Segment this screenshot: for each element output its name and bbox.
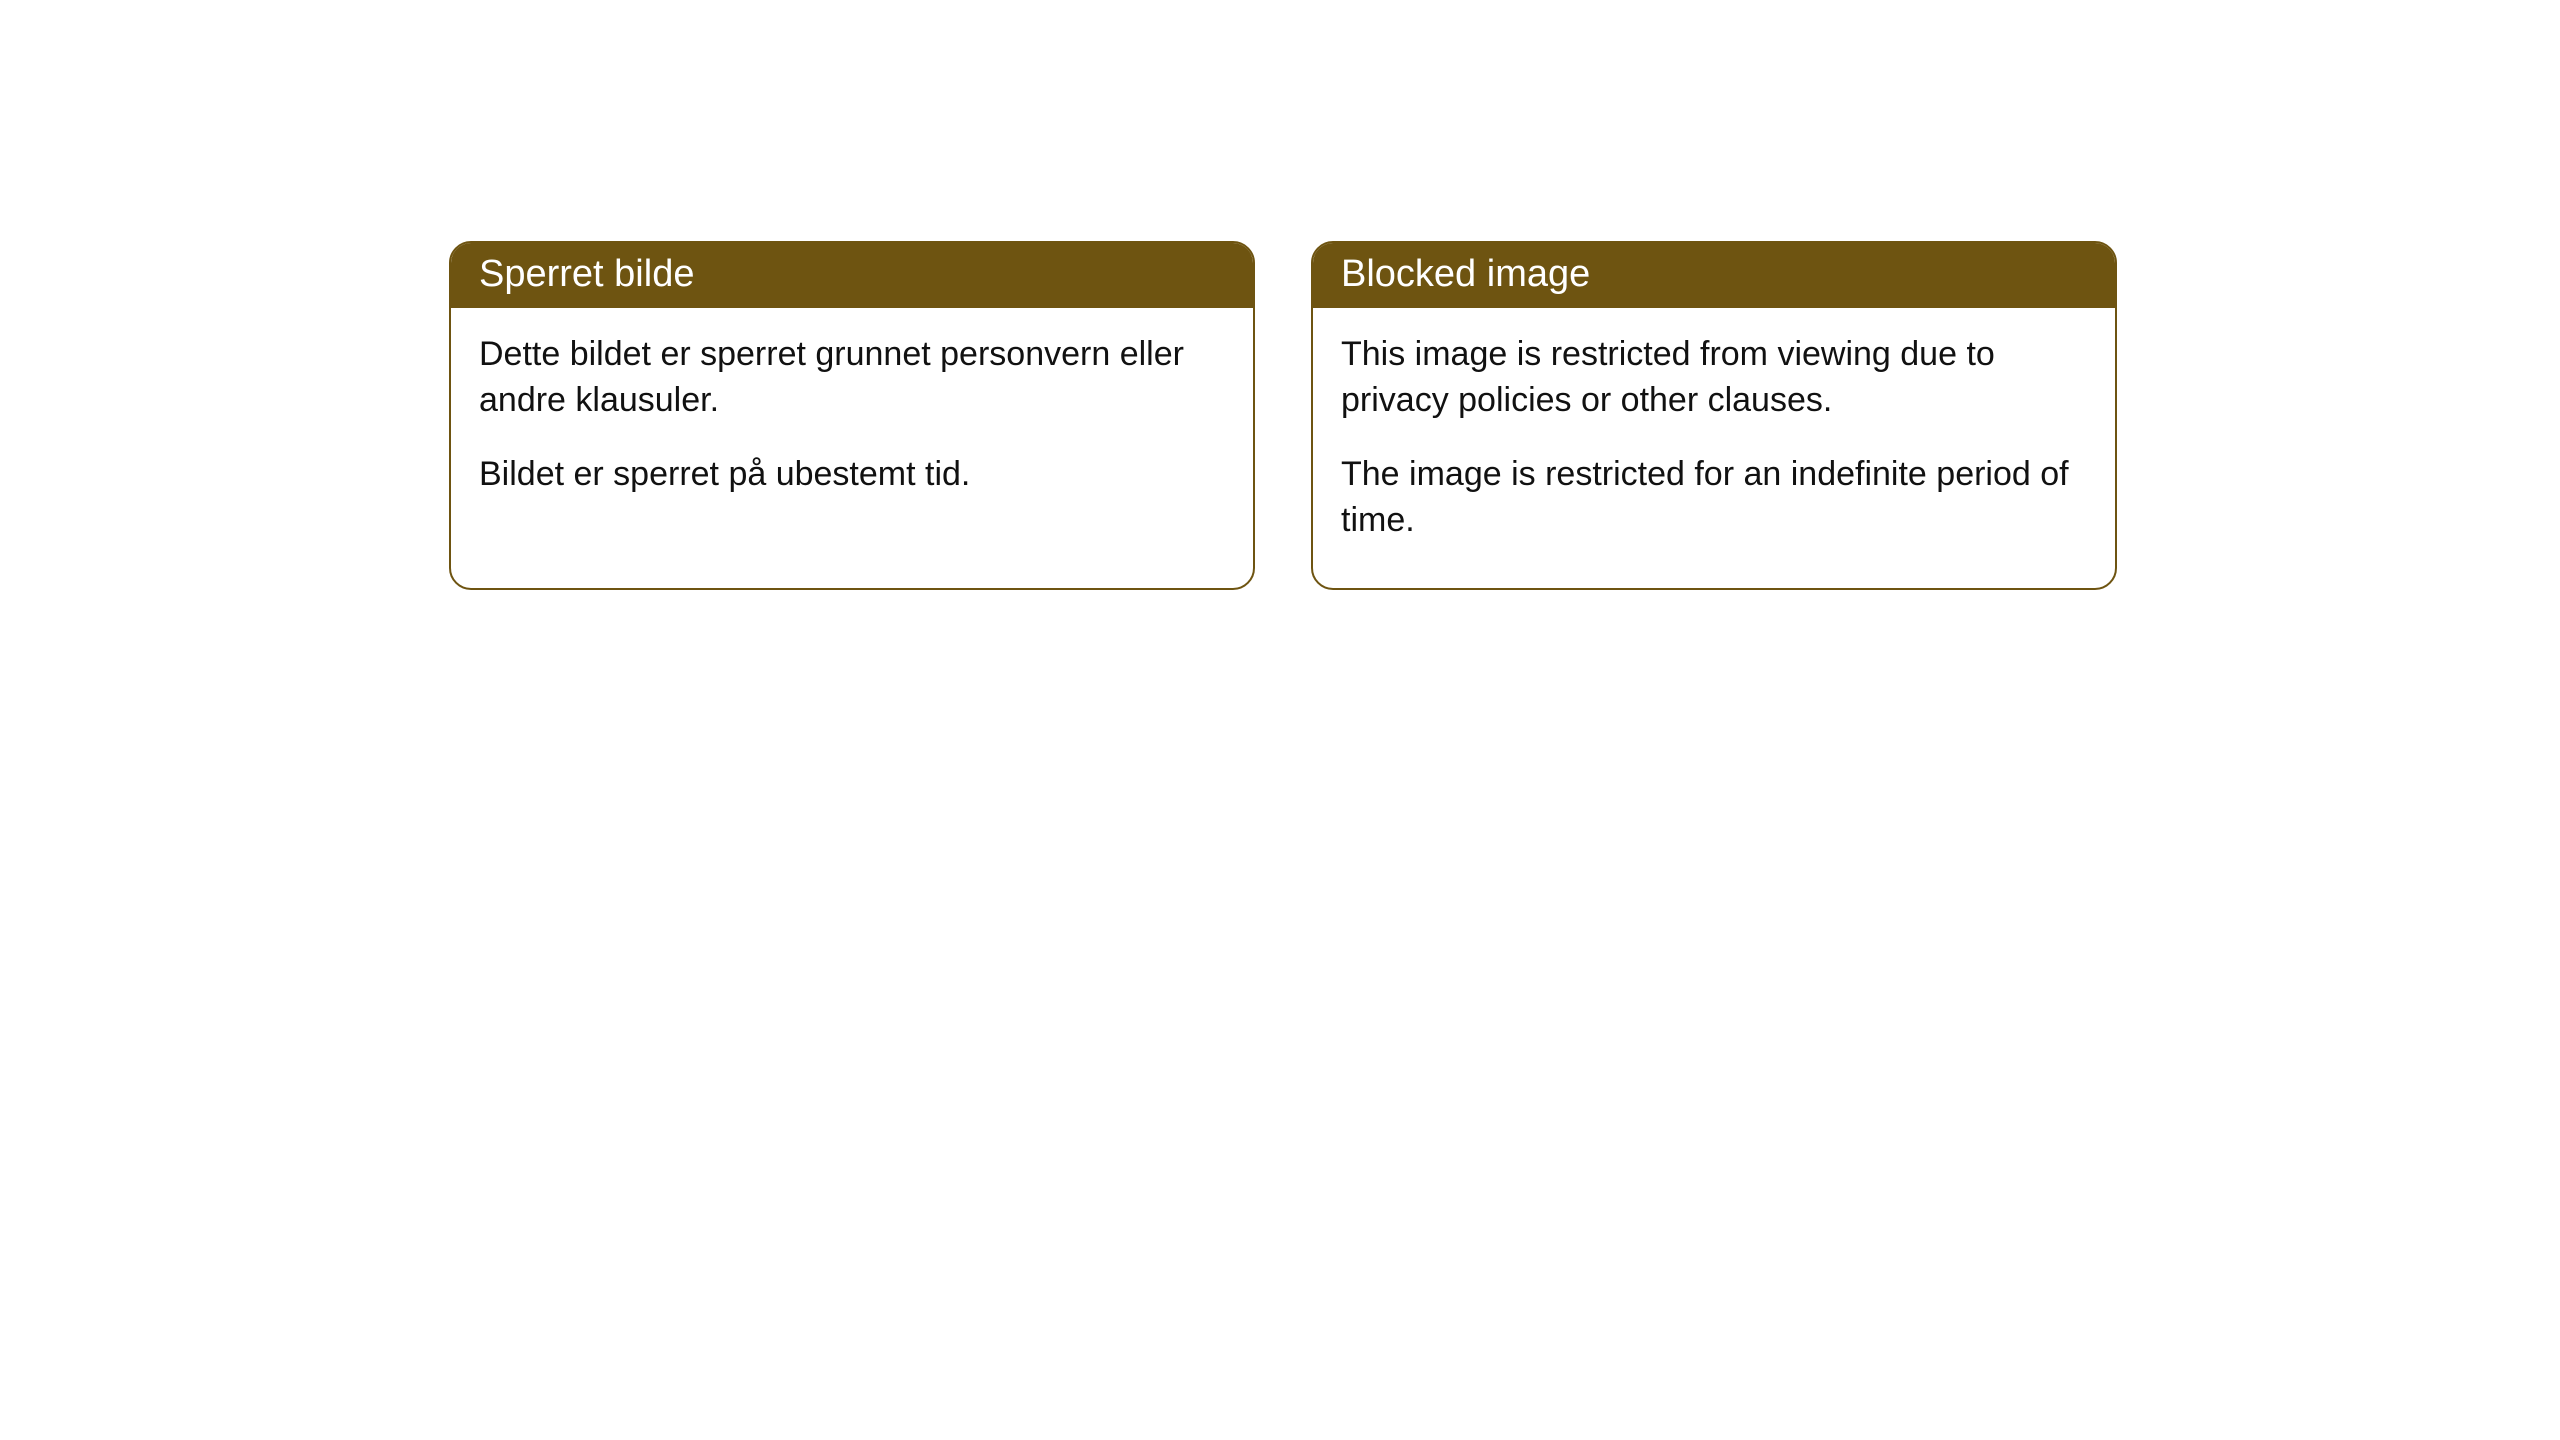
- card-body: Dette bildet er sperret grunnet personve…: [451, 308, 1253, 542]
- card-paragraph: The image is restricted for an indefinit…: [1341, 452, 2087, 544]
- card-header: Sperret bilde: [451, 243, 1253, 308]
- card-body: This image is restricted from viewing du…: [1313, 308, 2115, 588]
- card-title: Sperret bilde: [479, 253, 694, 295]
- card-header: Blocked image: [1313, 243, 2115, 308]
- blocked-image-card-norwegian: Sperret bilde Dette bildet er sperret gr…: [449, 241, 1255, 590]
- card-paragraph: Dette bildet er sperret grunnet personve…: [479, 332, 1225, 424]
- blocked-image-card-english: Blocked image This image is restricted f…: [1311, 241, 2117, 590]
- card-title: Blocked image: [1341, 253, 1590, 295]
- cards-container: Sperret bilde Dette bildet er sperret gr…: [0, 0, 2560, 590]
- card-paragraph: Bildet er sperret på ubestemt tid.: [479, 452, 1225, 498]
- card-paragraph: This image is restricted from viewing du…: [1341, 332, 2087, 424]
